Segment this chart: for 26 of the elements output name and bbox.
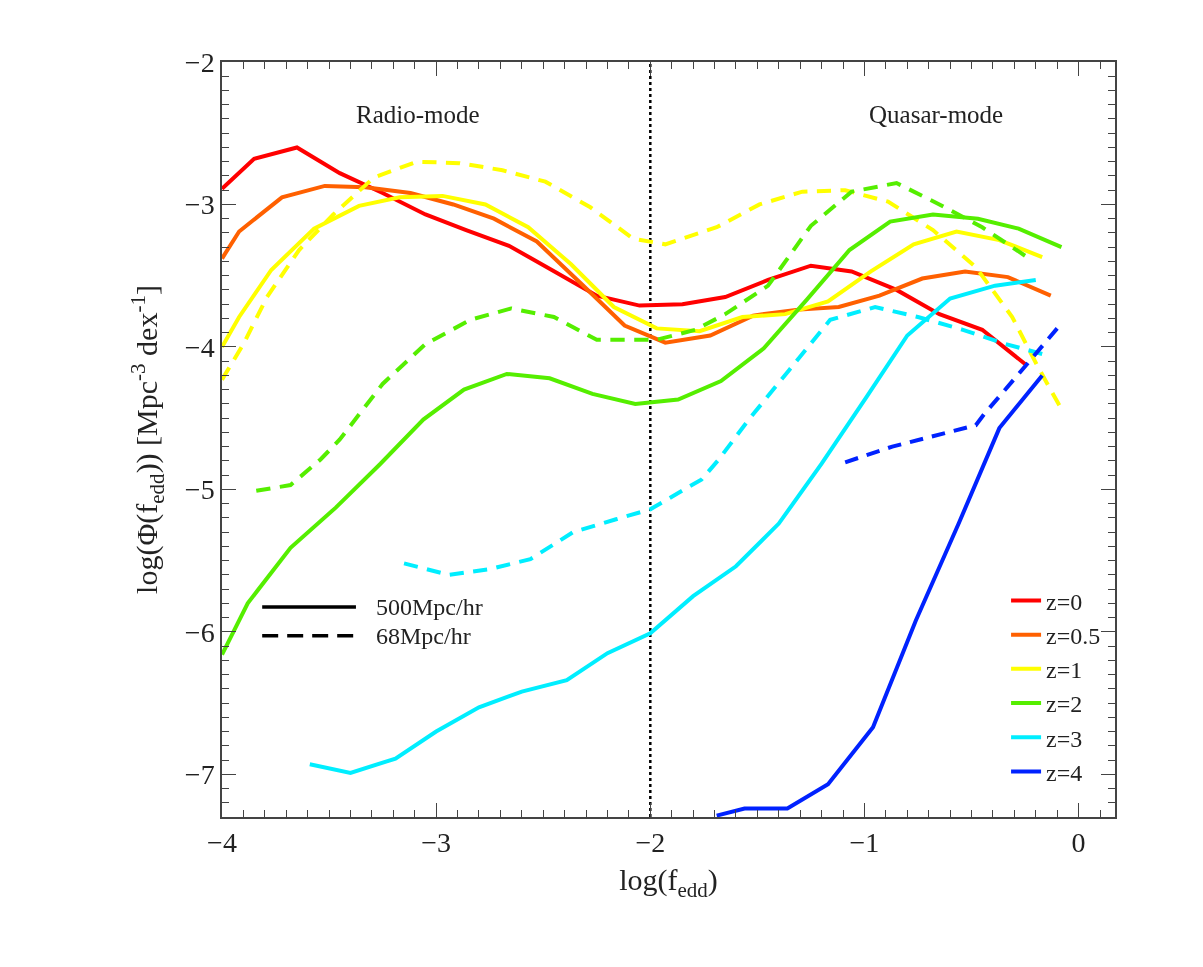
x-tick-label: −4 [207, 827, 237, 859]
y-tick-label: −6 [184, 616, 215, 648]
legend-label: z=1 [1046, 657, 1083, 684]
y-tick-label: −7 [184, 759, 215, 791]
line-series [714, 373, 1045, 817]
y-tick-label: −4 [184, 331, 215, 363]
legend-label: z=0 [1046, 588, 1083, 615]
legend-label: z=4 [1046, 759, 1083, 786]
line-series [222, 159, 1062, 408]
annotation: Quasar-mode [869, 101, 1004, 128]
line-series [843, 326, 1060, 465]
y-tick-label: −2 [184, 46, 215, 78]
y-tick-label: −5 [184, 474, 215, 506]
x-tick-label: −3 [421, 827, 452, 859]
x-tick-label: −1 [849, 827, 880, 859]
legend-label: z=2 [1046, 691, 1083, 718]
x-axis-title: log(f$_{edd}$) [619, 863, 718, 902]
legend-label: z=3 [1046, 725, 1083, 752]
x-tick-label: 0 [1071, 827, 1086, 859]
line-series [222, 145, 1028, 366]
legend-label: z=0.5 [1046, 623, 1101, 650]
y-tick-label: −3 [184, 189, 215, 221]
x-tick-label: −2 [635, 827, 666, 859]
annotation: 500Mpc/hr [376, 594, 483, 620]
annotation: 68Mpc/hr [376, 623, 471, 649]
annotation: Radio-mode [356, 101, 480, 128]
